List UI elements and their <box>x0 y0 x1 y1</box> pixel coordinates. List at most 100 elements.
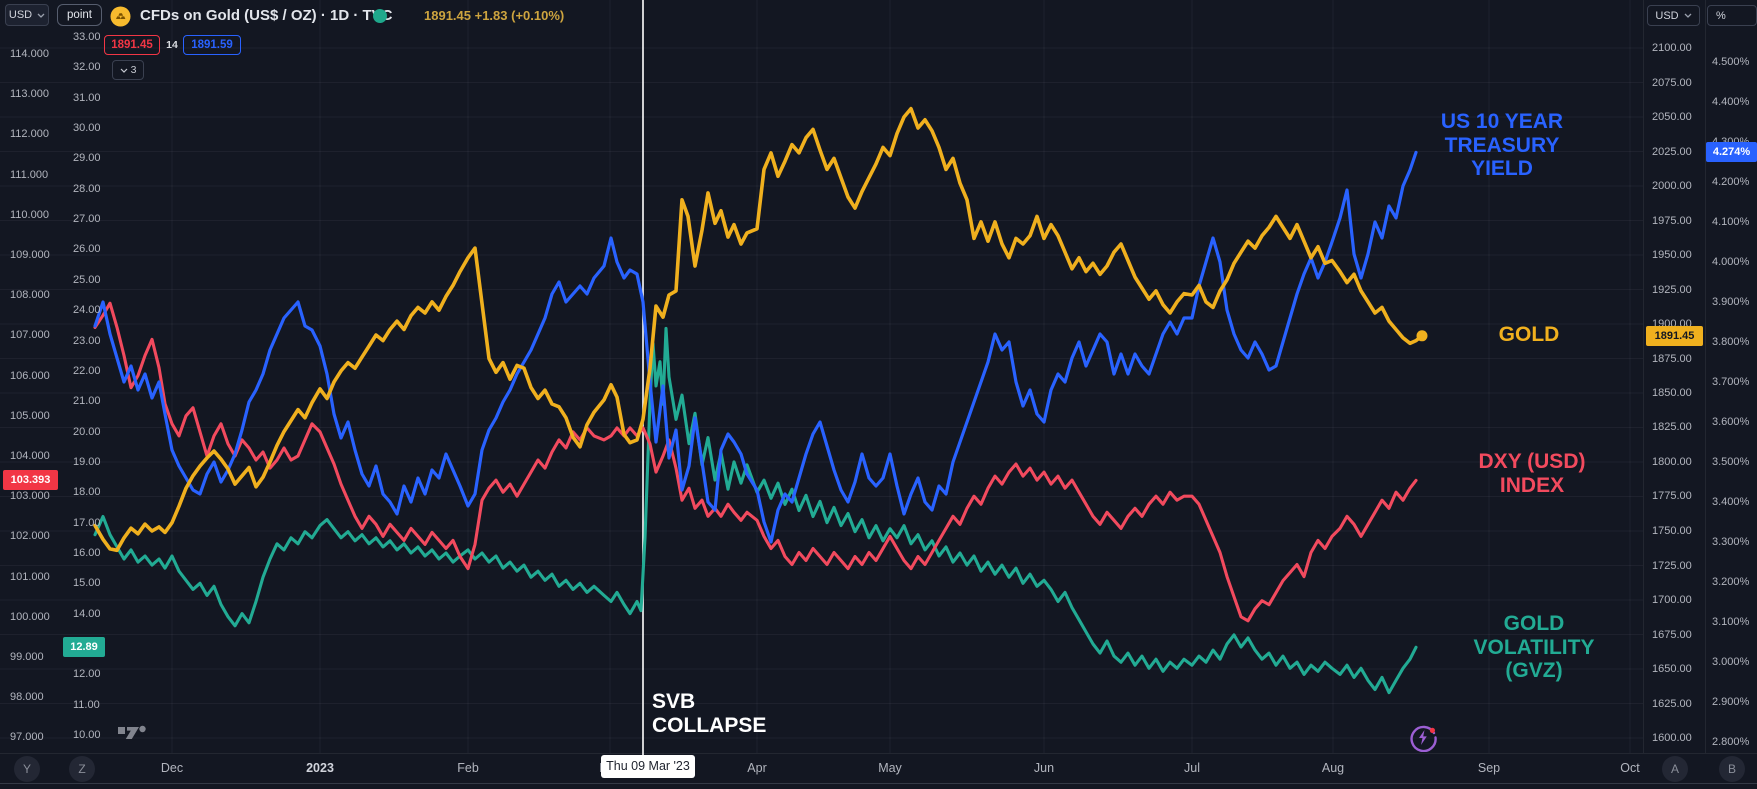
series-line-gvz <box>93 326 1418 695</box>
right-scale-border <box>1643 0 1644 753</box>
gold-scale-tick: 1950.00 <box>1652 249 1692 261</box>
gvz-scale-tick: 19.00 <box>73 456 101 468</box>
annotation-line: YIELD <box>1471 157 1533 181</box>
gold-symbol-icon <box>110 6 131 27</box>
dxy-scale-tick: 97.000 <box>10 731 44 743</box>
corner-button-B[interactable]: B <box>1719 756 1745 782</box>
dxy-scale-tick: 109.000 <box>10 249 50 261</box>
yield-scale-tick: 4.400% <box>1712 96 1750 108</box>
gold-scale-tick: 2100.00 <box>1652 42 1692 54</box>
yield-price-badge: 4.274% <box>1706 142 1757 162</box>
time-axis-label-Jun[interactable]: Jun <box>1033 761 1055 775</box>
gold-scale-tick: 2025.00 <box>1652 146 1692 158</box>
time-axis-label-Dec[interactable]: Dec <box>160 761 184 775</box>
time-axis-label-Oct[interactable]: Oct <box>1620 761 1640 775</box>
right-pct-scale-border <box>1705 0 1706 753</box>
annotation-line: GOLD <box>1503 612 1565 635</box>
symbol-title[interactable]: CFDs on Gold (US$ / OZ) · 1D · TVC <box>140 7 393 24</box>
gvz-scale-tick: 30.00 <box>73 122 101 134</box>
yield-scale-tick: 4.000% <box>1712 256 1750 268</box>
gvz-scale-tick: 15.00 <box>73 577 101 589</box>
label-gold: GOLD <box>1499 323 1560 347</box>
series-line-gold <box>93 106 1424 553</box>
dxy-scale-tick: 112.000 <box>10 128 49 140</box>
corner-button-A[interactable]: A <box>1662 756 1688 782</box>
yield-scale-tick: 2.800% <box>1712 736 1750 748</box>
annotation-line: INDEX <box>1499 473 1565 497</box>
yield-scale-tick: 3.700% <box>1712 376 1750 388</box>
time-axis-label-Aug[interactable]: Aug <box>1321 761 1345 775</box>
gvz-scale-tick: 23.00 <box>73 335 101 347</box>
dxy-scale-tick: 111.000 <box>10 169 49 181</box>
corner-button-Y[interactable]: Y <box>14 756 40 782</box>
gvz-scale-tick: 33.00 <box>73 31 101 43</box>
gvz-scale-tick: 26.00 <box>73 243 101 255</box>
gold-scale-tick: 1675.00 <box>1652 629 1692 641</box>
gold-scale-tick: 2050.00 <box>1652 111 1692 123</box>
annotation-line: (GVZ) <box>1505 659 1563 683</box>
bid-price: 1891.45 <box>111 39 153 51</box>
dxy-scale-tick: 100.000 <box>10 611 50 623</box>
ask-price: 1891.59 <box>191 39 233 51</box>
pct-scale-mode-selector[interactable]: % <box>1707 5 1757 26</box>
unit-toggle-button[interactable]: point <box>57 4 102 26</box>
gvz-price-badge: 12.89 <box>63 637 105 657</box>
dxy-price-badge: 103.393 <box>3 470 58 490</box>
annotation-line: US 10 YEAR <box>1440 110 1564 133</box>
gvz-scale-tick: 24.00 <box>73 304 101 316</box>
yield-scale-tick: 3.600% <box>1712 416 1750 428</box>
sell-bid-button[interactable]: 1891.45 <box>104 35 160 55</box>
gvz-scale-tick: 11.00 <box>73 699 100 711</box>
yield-scale-tick: 3.500% <box>1712 456 1750 468</box>
buy-ask-button[interactable]: 1891.59 <box>183 35 241 55</box>
gold-scale-tick: 1925.00 <box>1652 284 1692 296</box>
yield-scale-tick: 3.200% <box>1712 576 1750 588</box>
dxy-scale-tick: 102.000 <box>10 530 50 542</box>
gvz-scale-tick: 14.00 <box>73 608 101 620</box>
time-axis-label-Apr[interactable]: Apr <box>747 761 767 775</box>
dxy-scale-tick: 106.000 <box>10 370 50 382</box>
gold-scale-tick: 1650.00 <box>1652 663 1692 675</box>
dxy-scale-tick: 103.000 <box>10 490 50 502</box>
spread-value: 14 <box>166 39 178 51</box>
gold-scale-tick: 1725.00 <box>1652 560 1692 572</box>
gvz-scale-tick: 27.00 <box>73 213 101 225</box>
time-axis-label-Jul[interactable]: Jul <box>1184 761 1200 775</box>
time-axis-label-Feb[interactable]: Feb <box>457 761 479 775</box>
corner-button-Z[interactable]: Z <box>69 756 95 782</box>
time-axis-label-2023[interactable]: 2023 <box>306 761 334 775</box>
currency-selector[interactable]: USD <box>5 4 49 26</box>
time-axis-label-Sep[interactable]: Sep <box>1477 761 1501 775</box>
yield-scale-tick: 3.800% <box>1712 336 1750 348</box>
gvz-scale-tick: 32.00 <box>73 61 101 73</box>
gold-scale-tick: 1600.00 <box>1652 732 1692 744</box>
price-scale-mode-selector[interactable]: USD <box>1647 5 1700 26</box>
dxy-scale-tick: 101.000 <box>10 571 50 583</box>
gvz-scale-tick: 31.00 <box>73 92 101 104</box>
dxy-scale-tick: 108.000 <box>10 289 50 301</box>
gvz-scale-tick: 20.00 <box>73 426 101 438</box>
gold-price-badge: 1891.45 <box>1646 326 1703 346</box>
bottom-toolbar-border <box>0 783 1757 784</box>
boost-icon[interactable] <box>1409 723 1438 752</box>
gold-scale-tick: 1825.00 <box>1652 421 1692 433</box>
gold-scale-tick: 1875.00 <box>1652 353 1692 365</box>
notification-dot-icon <box>1429 727 1435 733</box>
crosshair-date-tooltip: Thu 09 Mar '23 <box>601 755 695 778</box>
label-dxy-index: DXY (USD) INDEX <box>1479 450 1586 497</box>
gold-scale-tick: 2000.00 <box>1652 180 1692 192</box>
indicators-collapse-chip[interactable]: 3 <box>112 60 144 80</box>
annotation-line: SVB <box>652 690 696 713</box>
lightning-bolt-icon <box>1419 730 1427 745</box>
dxy-scale-tick: 110.000 <box>10 209 49 221</box>
tradingview-logo[interactable] <box>118 722 148 740</box>
dxy-scale-tick: 99.000 <box>10 651 44 663</box>
time-axis-label-May[interactable]: May <box>878 761 902 775</box>
gold-scale-tick: 1975.00 <box>1652 215 1692 227</box>
dxy-scale-tick: 114.000 <box>10 48 49 60</box>
unit-toggle-label: point <box>67 9 92 21</box>
gold-last-price-dot <box>1416 330 1428 342</box>
gvz-scale-tick: 17.00 <box>73 517 101 529</box>
annotation-line: VOLATILITY <box>1473 635 1595 659</box>
yield-scale-tick: 4.200% <box>1712 176 1750 188</box>
